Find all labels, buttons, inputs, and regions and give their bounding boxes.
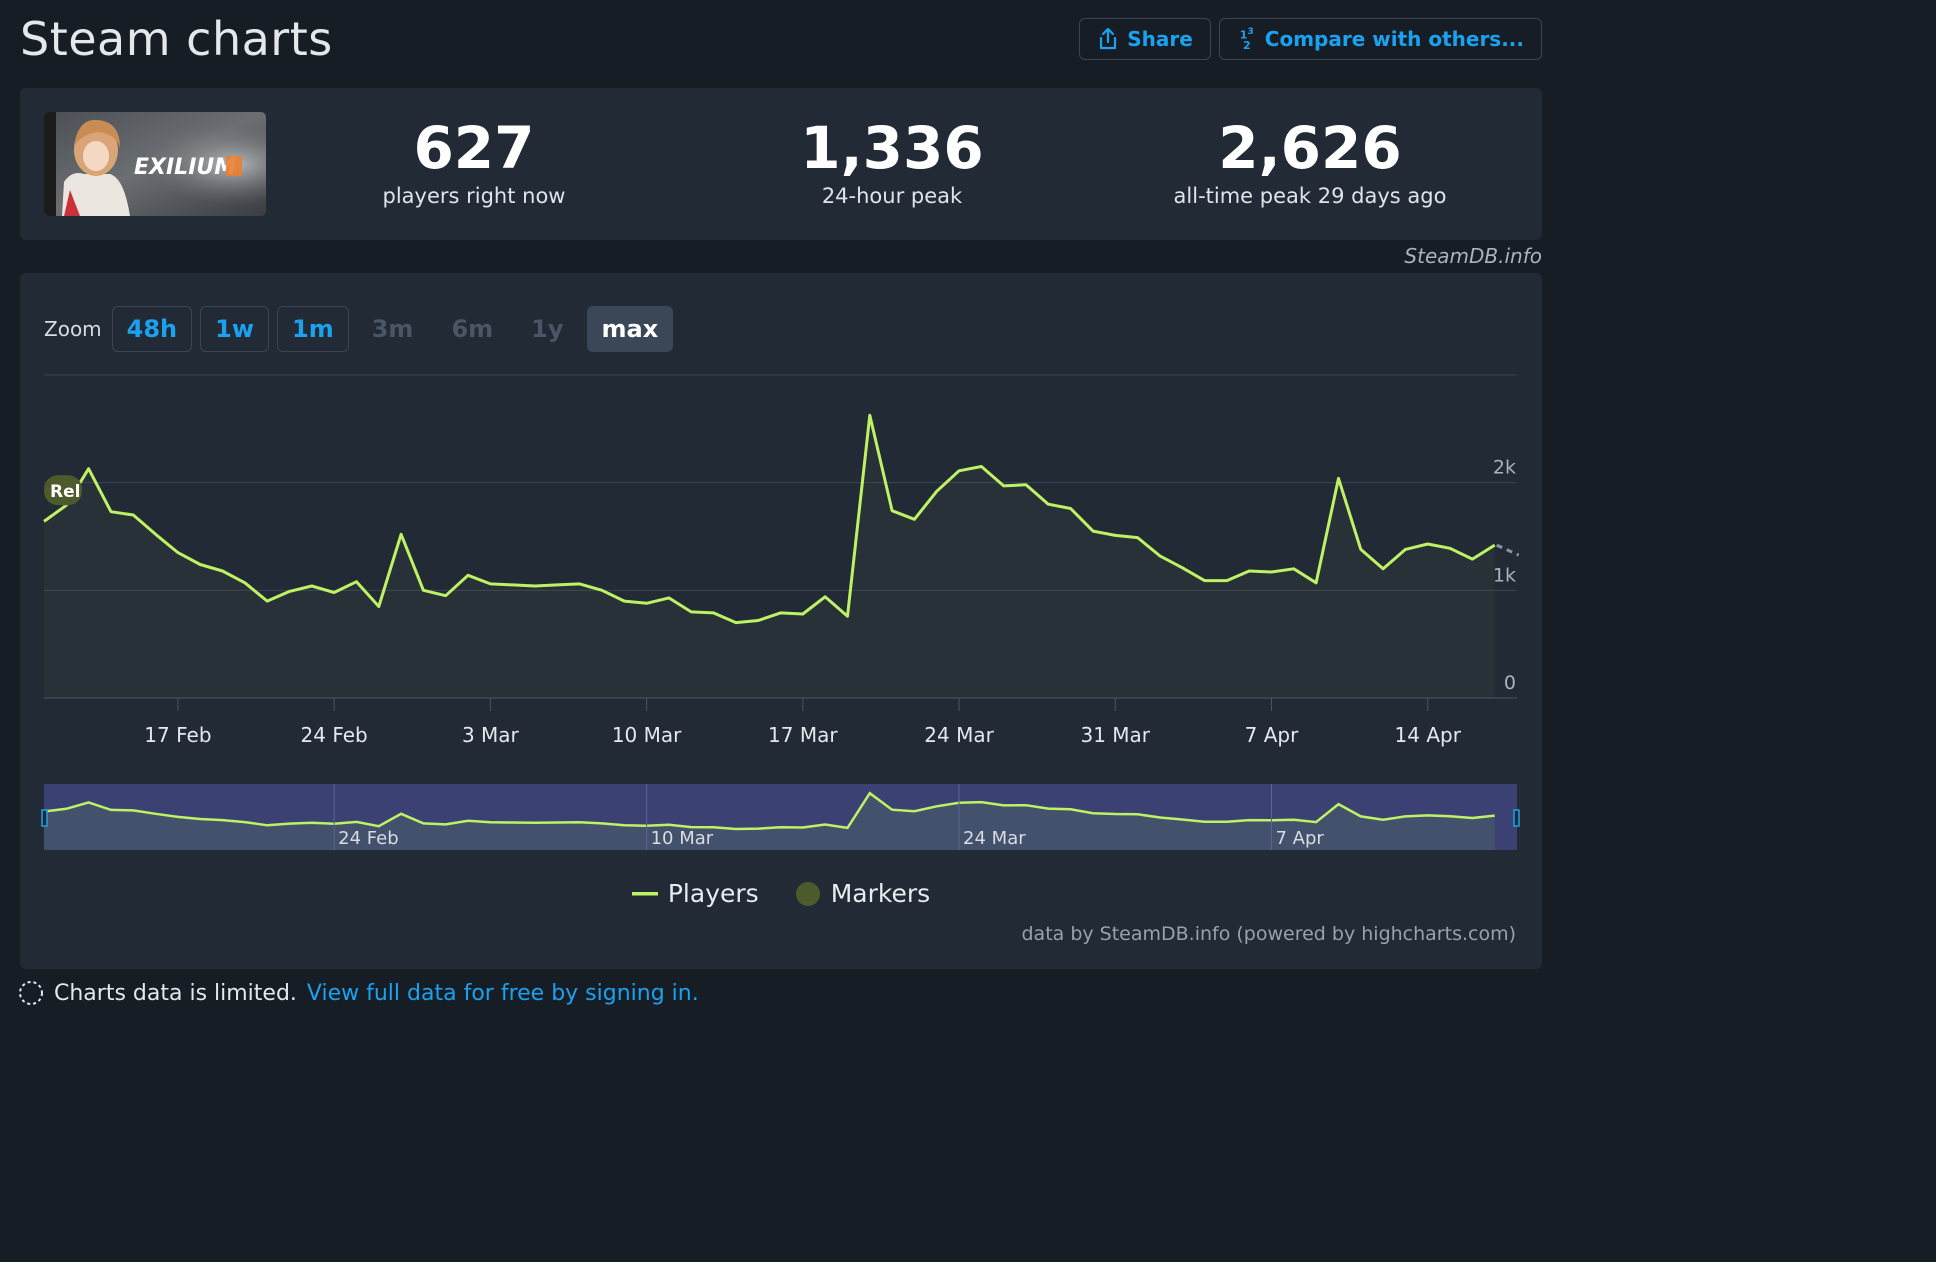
zoom-48h-button[interactable]: 48h [111, 306, 193, 352]
stat-value: 1,336 [800, 114, 984, 182]
compare-button[interactable]: 13 2 Compare with others... [1218, 18, 1542, 60]
navigator-handle-right[interactable] [1513, 809, 1520, 827]
y-axis: 0 1k 2k [1493, 457, 1516, 694]
navigator-handle-left[interactable] [41, 809, 48, 827]
players-line [43, 413, 1496, 625]
x-tick-label: 17 Feb [144, 723, 211, 747]
numbers-icon: 13 2 [1239, 26, 1254, 52]
navigator[interactable]: 24 Feb 10 Mar 24 Mar 7 Apr [41, 784, 1520, 850]
y-tick-label: 0 [1504, 672, 1516, 694]
navigator-tick-label: 7 Apr [1276, 828, 1325, 849]
game-capsule[interactable]: EXILIUM [44, 112, 266, 216]
chart-panel: Zoom 48h 1w 1m 3m 6m 1y max Rel 0 1k 2k 17… [20, 273, 1542, 969]
page-title: Steam charts [20, 12, 333, 66]
navigator-tick-label: 10 Mar [651, 828, 714, 849]
share-label: Share [1127, 27, 1193, 51]
x-tick-label: 24 Mar [924, 723, 994, 747]
stat-all-time-peak: 2,626 all-time peak 29 days ago [1148, 114, 1472, 208]
navigator-tick-label: 24 Feb [338, 828, 399, 849]
navigator-area [44, 793, 1495, 850]
summary-panel: EXILIUM 627 players right now 1,336 24-h… [20, 88, 1542, 240]
x-tick-label: 17 Mar [768, 723, 838, 747]
players-line-incomplete [1496, 543, 1520, 557]
x-tick-label: 24 Feb [301, 723, 368, 747]
notice-text: Charts data is limited. [54, 980, 297, 1006]
players-area [44, 415, 1495, 698]
zoom-1w-button[interactable]: 1w [200, 306, 270, 352]
stat-24h-peak: 1,336 24-hour peak [772, 114, 1012, 208]
x-tick-label: 31 Mar [1080, 723, 1150, 747]
stat-label: players right now [382, 184, 566, 208]
stat-label: 24-hour peak [821, 184, 963, 208]
chart-legend: Players Markers [20, 879, 1542, 908]
legend-players-label: Players [667, 879, 759, 908]
x-tick-label: 14 Apr [1395, 723, 1462, 747]
x-tick-label: 7 Apr [1245, 723, 1299, 747]
compare-label: Compare with others... [1264, 27, 1524, 51]
stat-value: 2,626 [1218, 114, 1402, 182]
sign-in-link[interactable]: View full data for free by signing in. [306, 980, 699, 1006]
marker-label: Rel [50, 482, 80, 502]
zoom-label: Zoom [44, 317, 102, 341]
legend-players[interactable]: Players [631, 879, 759, 908]
legend-markers[interactable]: Markers [795, 879, 930, 908]
stat-value: 627 [413, 114, 535, 182]
share-button[interactable]: Share [1079, 18, 1211, 60]
game-logo-text: EXILIUM [134, 155, 236, 180]
players-chart[interactable]: Rel 0 1k 2k 17 Feb 24 Feb 3 Mar 10 Mar 17 Mar 2… [20, 273, 1542, 863]
share-icon [1097, 27, 1119, 51]
loading-circle-icon [19, 981, 43, 1005]
steamdb-credit[interactable]: SteamDB.info [1404, 244, 1542, 268]
navigator-line [43, 791, 1495, 831]
zoom-1y-button: 1y [531, 315, 564, 343]
navigator-tick-label: 24 Mar [963, 828, 1026, 849]
legend-circle-icon [795, 881, 820, 906]
x-tick-label: 3 Mar [462, 723, 520, 747]
zoom-3m-button: 3m [371, 315, 414, 343]
zoom-max-button[interactable]: max [586, 306, 674, 352]
game-capsule-art: EXILIUM [44, 112, 266, 216]
chart-credit[interactable]: data by SteamDB.info (powered by highcha… [1021, 923, 1516, 945]
chart-markers: Rel [44, 475, 82, 506]
limited-data-notice: Charts data is limited. View full data f… [18, 980, 699, 1006]
legend-markers-label: Markers [830, 879, 931, 908]
zoom-6m-button: 6m [451, 315, 494, 343]
zoom-1m-button[interactable]: 1m [277, 306, 349, 352]
top-actions: Share 13 2 Compare with others... [1079, 18, 1542, 60]
y-tick-label: 1k [1493, 564, 1516, 586]
zoom-controls: Zoom 48h 1w 1m 3m 6m 1y max [44, 306, 674, 352]
marker-badge[interactable] [44, 475, 82, 506]
stat-current-players: 627 players right now [354, 114, 594, 208]
x-axis: 17 Feb 24 Feb 3 Mar 10 Mar 17 Mar 24 Mar 31 Ma… [144, 698, 1462, 747]
y-tick-label: 2k [1493, 457, 1516, 479]
x-tick-label: 10 Mar [612, 723, 682, 747]
stat-label: all-time peak 29 days ago [1173, 184, 1447, 208]
legend-line-icon [631, 891, 658, 895]
